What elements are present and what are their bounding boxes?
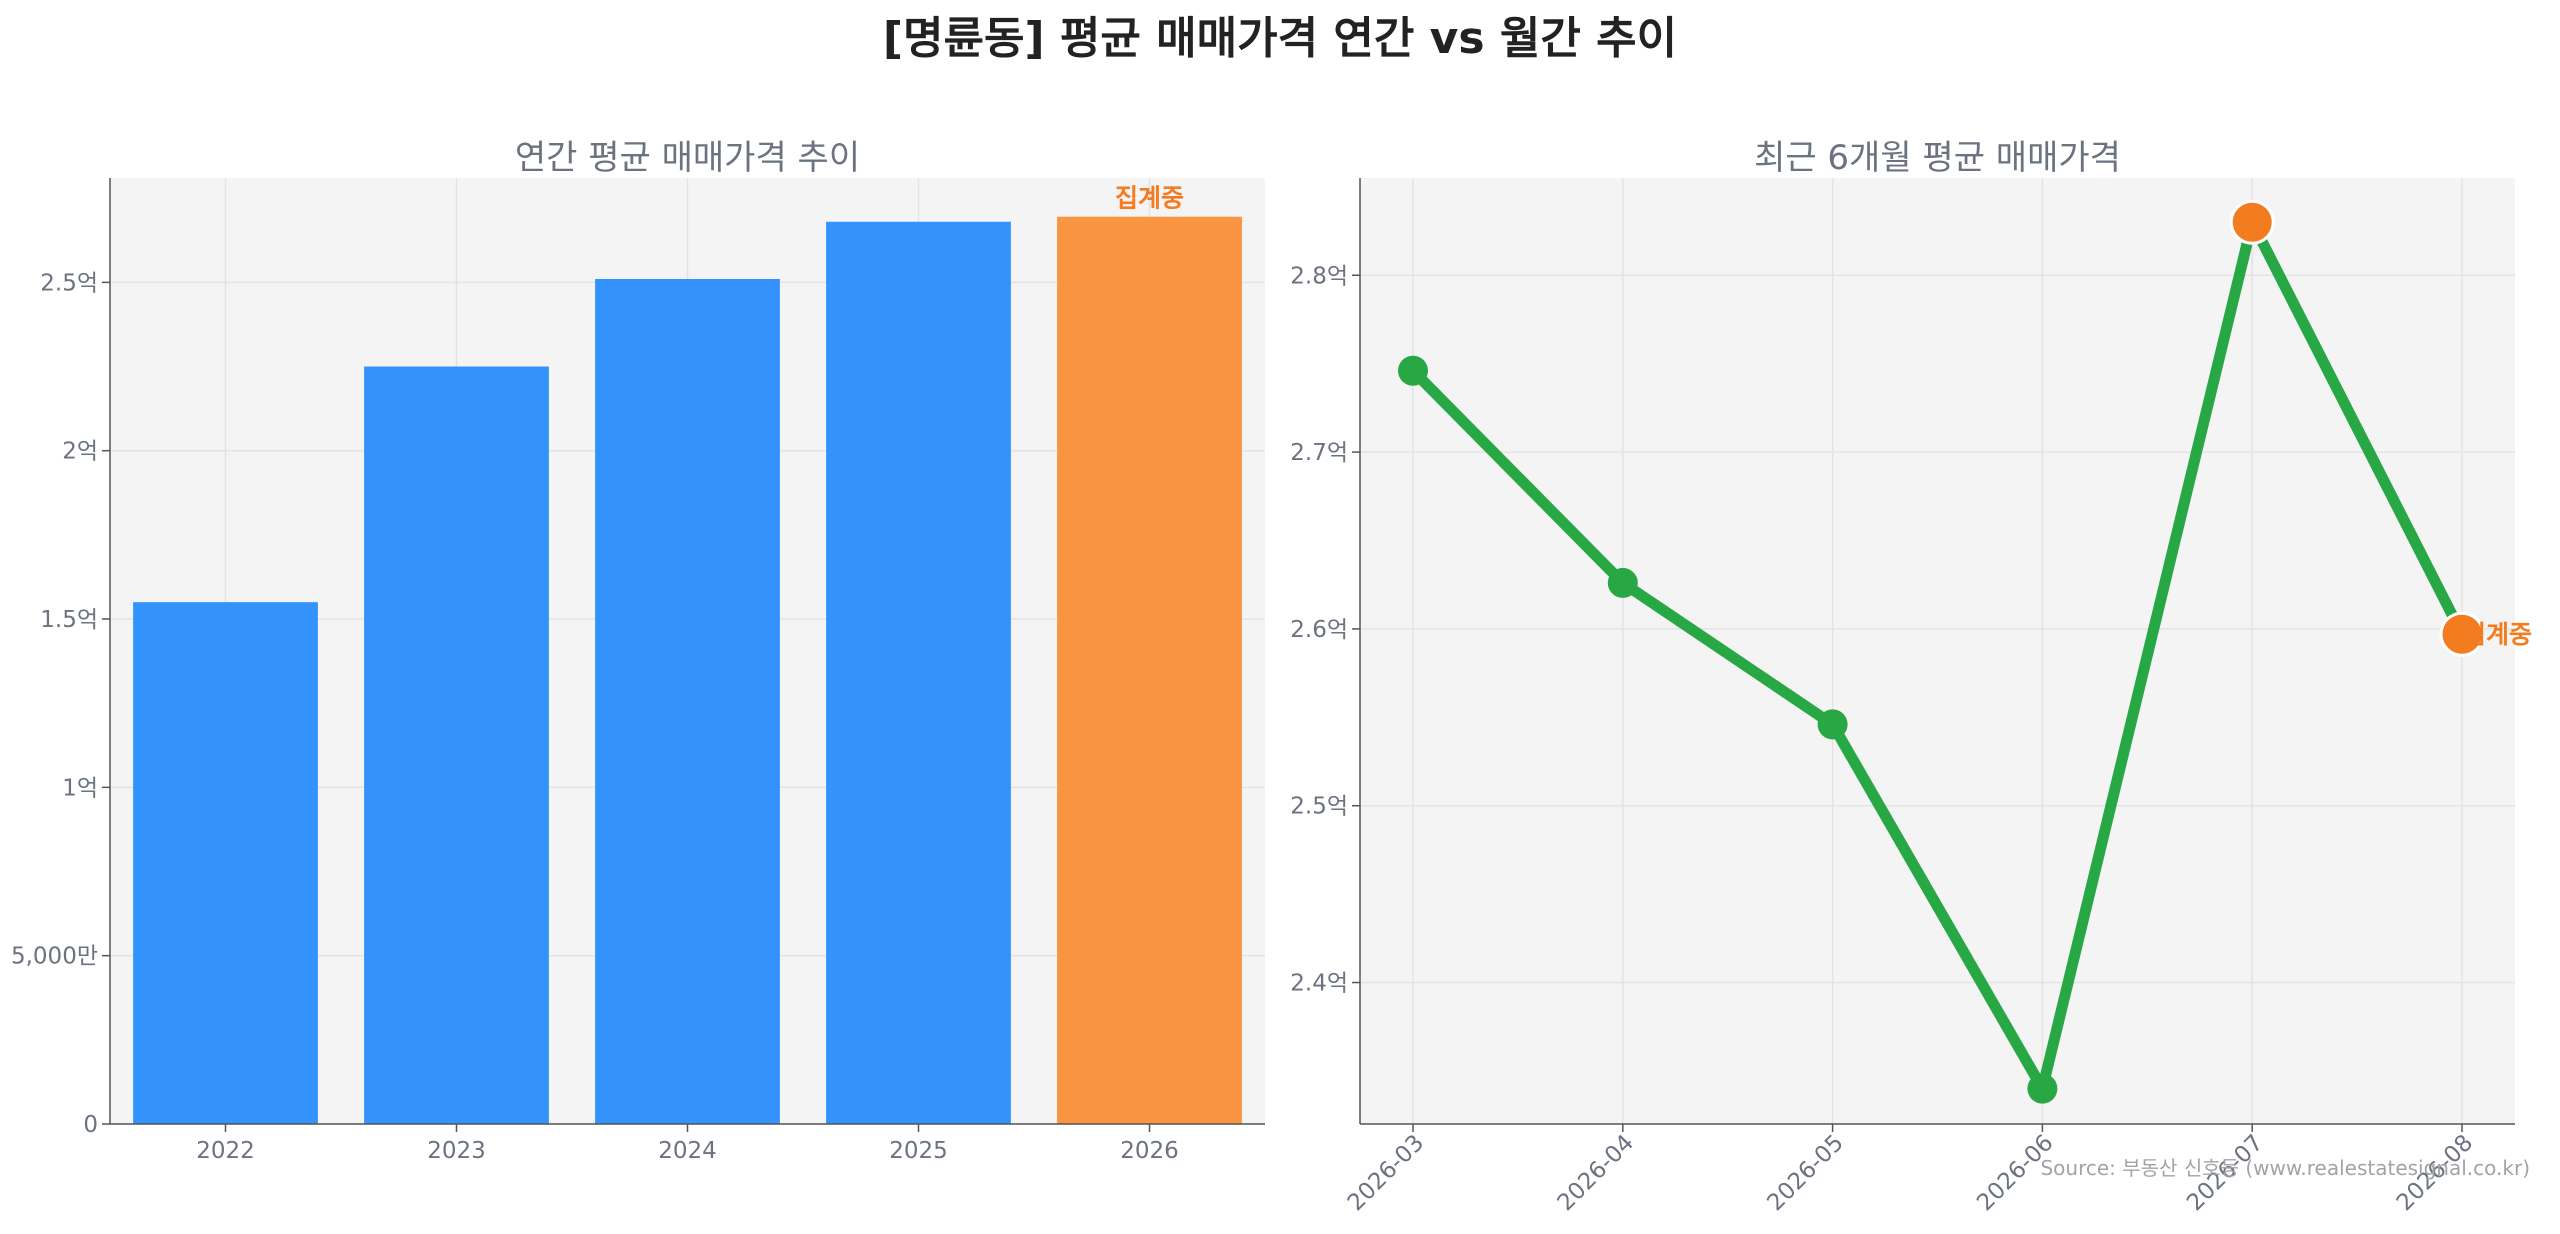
monthly-point: [1817, 709, 1848, 740]
annual-y-tick-label: 1억: [62, 775, 98, 801]
monthly-point-highlight: [2439, 611, 2485, 657]
annual-pending-label: 집계중: [1115, 184, 1184, 213]
monthly-x-tick-label: 2026-04: [1553, 1130, 1639, 1216]
annual-chart-title: 연간 평균 매매가격 추이: [514, 138, 861, 178]
annual-x-tick-label: 2023: [427, 1138, 486, 1164]
annual-y-tick-label: 2.5억: [40, 270, 98, 296]
annual-bar-pending: [1057, 216, 1242, 1124]
annual-y-tick-label: 5,000만: [11, 944, 98, 970]
annual-y-tick-label: 0: [83, 1112, 98, 1138]
monthly-x-tick-label: 2026-03: [1343, 1130, 1429, 1216]
annual-x-tick-label: 2024: [658, 1138, 717, 1164]
monthly-point-highlight: [2229, 199, 2275, 245]
annual-bar: [364, 366, 549, 1124]
annual-x-tick-label: 2022: [196, 1138, 255, 1164]
annual-bar-chart: 0 5,000만 1억 1.5억 2억 2.5억 2022 2023 2024 2025 2026 집…: [11, 178, 1265, 1164]
monthly-y-tick-label: 2.4억: [1290, 971, 1348, 997]
monthly-series-line: [1407, 216, 2468, 1095]
annual-x-tick-label: 2025: [889, 1138, 948, 1164]
monthly-point: [1398, 355, 1428, 386]
monthly-y-tick-label: 2.6억: [1290, 617, 1348, 643]
annual-y-tick-label: 2억: [62, 439, 98, 465]
monthly-line-chart: 2.4억 2.5억 2.6억 2.7억 2.8억 2026-03 2026-04 2026-0…: [1290, 178, 2532, 1216]
annual-x-tick-label: 2026: [1120, 1138, 1179, 1164]
monthly-point: [2027, 1073, 2058, 1104]
monthly-x-tick-label: 2026-05: [1762, 1130, 1848, 1216]
monthly-y-tick-label: 2.5억: [1290, 794, 1348, 820]
page-title: [명륜동] 평균 매매가격 연간 vs 월간 추이: [882, 13, 1678, 64]
source-note: Source: 부동산 신호등 (www.realestatesignal.co…: [2040, 1156, 2530, 1180]
annual-bar: [826, 221, 1011, 1124]
monthly-y-tick-label: 2.7억: [1290, 440, 1348, 466]
monthly-chart-title: 최근 6개월 평균 매매가격: [1754, 138, 2121, 178]
monthly-plot-area: [1360, 178, 2515, 1124]
annual-bar: [133, 602, 318, 1124]
annual-bar: [595, 278, 780, 1124]
monthly-y-tick-label: 2.8억: [1290, 263, 1348, 289]
annual-y-tick-label: 1.5억: [40, 607, 98, 633]
monthly-point: [1607, 567, 1638, 598]
monthly-pending-label: 집계중: [2463, 620, 2532, 649]
